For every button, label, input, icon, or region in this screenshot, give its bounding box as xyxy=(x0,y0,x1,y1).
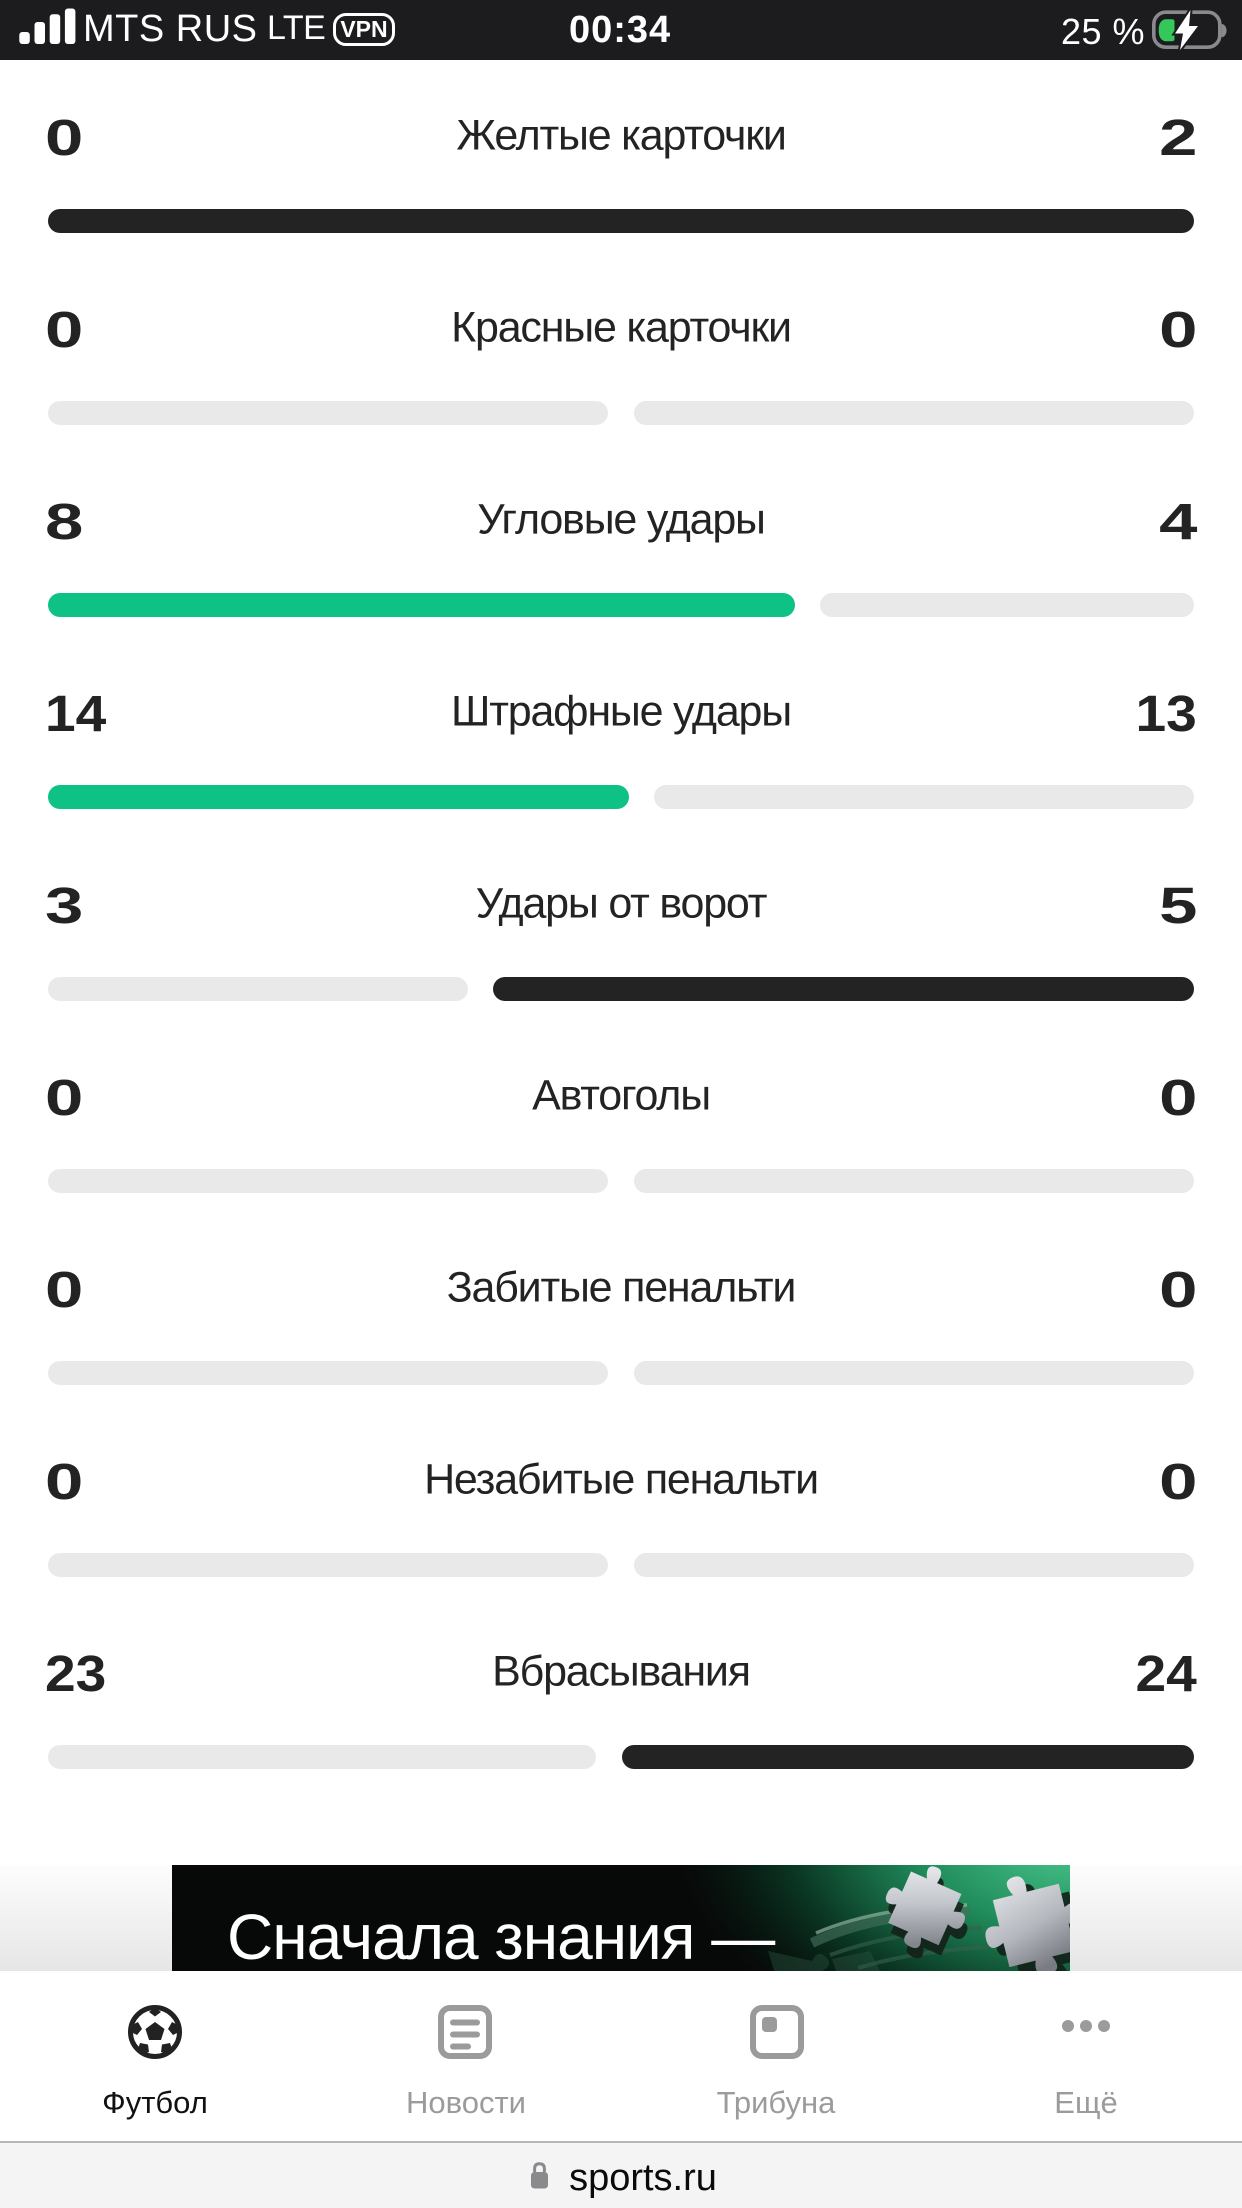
svg-text:Сначала знания —: Сначала знания — xyxy=(227,1901,775,1971)
